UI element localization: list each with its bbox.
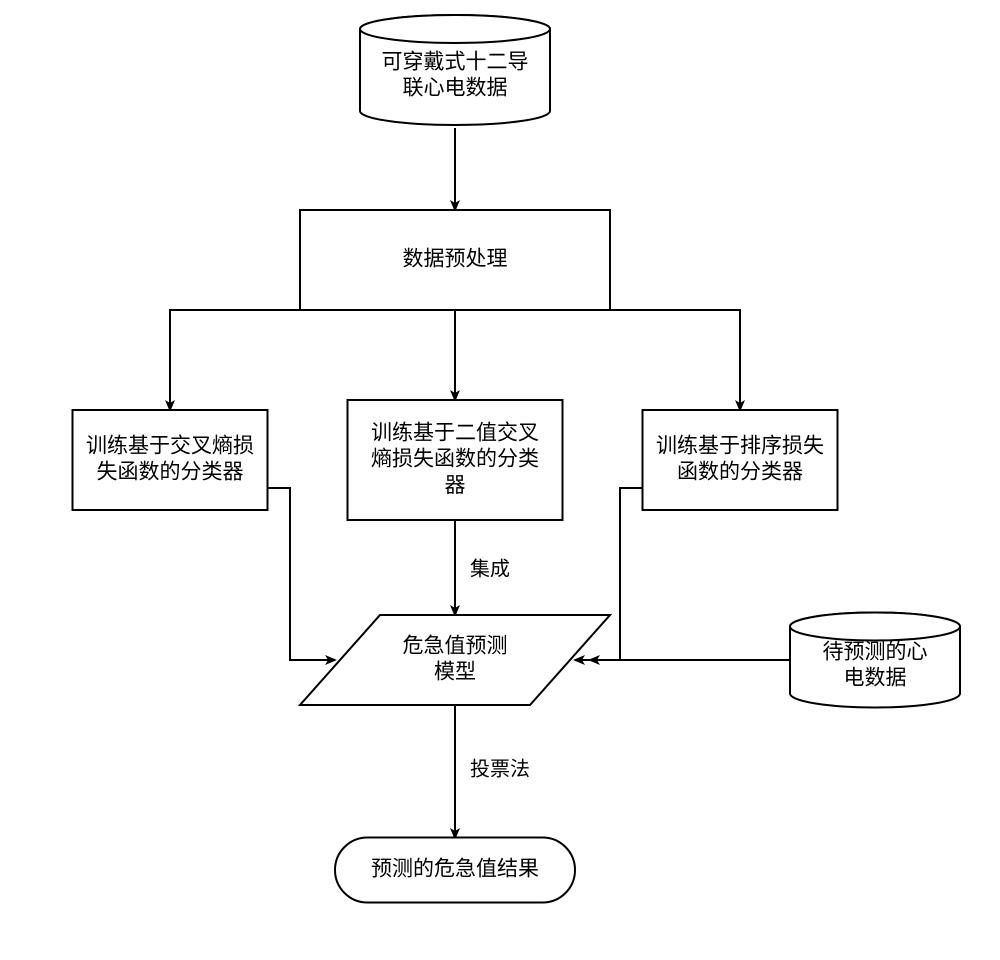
svg-text:模型: 模型 <box>434 661 476 684</box>
svg-text:可穿戴式十二导: 可穿戴式十二导 <box>382 50 529 73</box>
edge-3 <box>610 310 740 410</box>
edge-8: 投票法 <box>455 705 530 838</box>
node-clf_ce: 训练基于交叉熵损失函数的分类器 <box>73 410 268 510</box>
svg-text:集成: 集成 <box>470 557 510 580</box>
svg-text:预测的危急值结果: 预测的危急值结果 <box>371 858 539 881</box>
edge-4: 集成 <box>455 520 510 615</box>
svg-text:训练基于排序损失: 训练基于排序损失 <box>656 434 824 457</box>
node-source: 可穿戴式十二导联心电数据 <box>360 15 550 125</box>
svg-text:函数的分类器: 函数的分类器 <box>677 461 803 484</box>
svg-text:失函数的分类器: 失函数的分类器 <box>97 461 244 484</box>
edge-5 <box>267 488 335 660</box>
svg-text:危急值预测: 危急值预测 <box>403 634 508 657</box>
svg-text:待预测的心: 待预测的心 <box>823 640 928 663</box>
node-model: 危急值预测模型 <box>300 615 610 705</box>
svg-text:电数据: 电数据 <box>844 667 907 690</box>
node-preprocess: 数据预处理 <box>300 210 610 310</box>
node-result: 预测的危急值结果 <box>335 838 575 903</box>
node-clf_bce: 训练基于二值交叉熵损失函数的分类器 <box>348 400 563 520</box>
svg-text:训练基于交叉熵损: 训练基于交叉熵损 <box>86 434 254 457</box>
svg-text:数据预处理: 数据预处理 <box>403 248 508 271</box>
svg-text:训练基于二值交叉: 训练基于二值交叉 <box>371 421 539 444</box>
svg-text:熵损失函数的分类: 熵损失函数的分类 <box>371 448 539 471</box>
node-clf_rank: 训练基于排序损失函数的分类器 <box>643 410 838 510</box>
svg-text:联心电数据: 联心电数据 <box>403 77 508 100</box>
node-input_predict: 待预测的心电数据 <box>790 613 960 708</box>
svg-text:器: 器 <box>445 474 466 497</box>
svg-text:投票法: 投票法 <box>470 757 530 780</box>
edge-2 <box>170 310 300 410</box>
